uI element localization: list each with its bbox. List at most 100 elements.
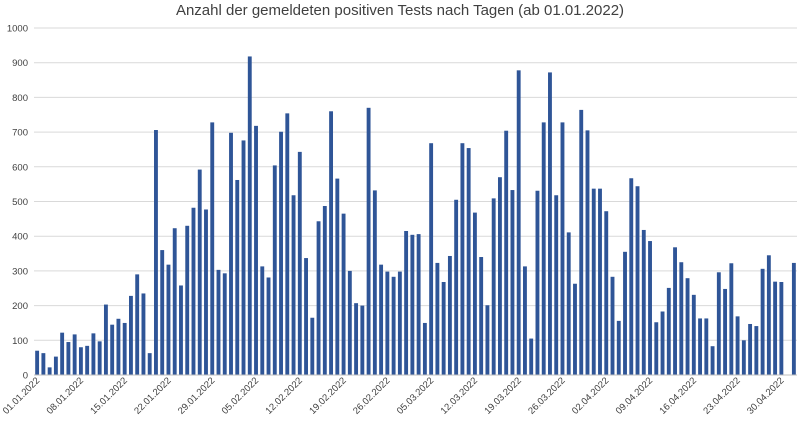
bar: [247, 56, 252, 375]
bar: [185, 225, 190, 375]
bar: [60, 332, 65, 375]
x-tick-label: 15.01.2022: [88, 375, 129, 416]
x-tick-label: 16.04.2022: [658, 375, 699, 416]
y-tick-label: 1000: [7, 24, 28, 35]
bar: [341, 213, 346, 375]
bar: [491, 198, 496, 375]
bar: [297, 151, 302, 375]
x-tick-label: 12.02.2022: [264, 375, 305, 416]
bar: [385, 271, 390, 375]
bar: [116, 318, 121, 375]
x-tick-label: 12.03.2022: [439, 375, 480, 416]
x-tick-label: 23.04.2022: [701, 375, 742, 416]
bar: [91, 333, 96, 375]
bar: [53, 356, 58, 375]
bar: [66, 342, 71, 375]
bar: [291, 195, 296, 375]
bar: [335, 178, 340, 375]
bar: [210, 122, 215, 375]
bar: [766, 255, 771, 375]
y-tick-label: 600: [12, 162, 28, 173]
chart-title: Anzahl der gemeldeten positiven Tests na…: [175, 2, 625, 19]
bar: [566, 232, 571, 375]
bar: [548, 72, 552, 375]
bar: [698, 318, 703, 375]
x-tick-label: 09.04.2022: [614, 375, 655, 416]
bar: [554, 195, 559, 375]
bar: [635, 186, 640, 375]
bar: [604, 211, 609, 375]
bar: [435, 262, 440, 375]
y-tick-label: 300: [12, 266, 28, 277]
bar: [347, 270, 352, 375]
bar: [166, 264, 171, 375]
bar: [610, 276, 615, 375]
bar: [397, 271, 402, 375]
bar: [460, 143, 465, 375]
bar: [729, 263, 734, 375]
bar: [441, 282, 446, 375]
bar: [197, 169, 202, 375]
bar: [754, 326, 759, 375]
bars: [35, 56, 796, 376]
bar: [579, 109, 584, 375]
x-tick-label: 29.01.2022: [176, 375, 217, 416]
x-tick-label: 22.01.2022: [132, 375, 173, 416]
bar: [254, 125, 258, 375]
x-tick-label: 30.04.2022: [745, 375, 786, 416]
bar: [723, 288, 728, 375]
bar: [529, 338, 534, 375]
bar: [191, 207, 196, 375]
x-tick-label: 26.03.2022: [526, 375, 567, 416]
bar: [691, 294, 696, 375]
bar: [416, 234, 421, 375]
bar: [410, 234, 415, 375]
bar: [591, 188, 596, 375]
bar: [179, 285, 183, 375]
y-tick-label: 700: [12, 128, 28, 139]
bar: [241, 140, 246, 375]
y-tick-label: 0: [23, 371, 28, 382]
bar: [97, 341, 102, 375]
bar: [172, 228, 177, 375]
bar: [316, 221, 321, 375]
bar: [85, 345, 90, 375]
bar: [679, 262, 684, 375]
bar: [128, 295, 133, 375]
bar: [510, 190, 515, 375]
bar: [135, 274, 140, 375]
x-tick-label: 02.04.2022: [570, 375, 611, 416]
bar: [541, 122, 546, 375]
bar: [616, 320, 621, 375]
bar: [791, 262, 796, 375]
bar: [654, 322, 659, 375]
bar: [710, 346, 715, 375]
y-tick-label: 400: [12, 232, 28, 243]
bar: [272, 165, 277, 375]
bar: [354, 303, 359, 375]
bar: [304, 258, 308, 375]
bar: [35, 350, 40, 375]
bar: [285, 113, 290, 375]
bar: [204, 209, 208, 375]
y-tick-label: 100: [12, 336, 28, 347]
bar: [472, 212, 477, 375]
bar: [372, 190, 377, 375]
bar: [266, 277, 271, 375]
bar: [216, 269, 221, 375]
bar: [773, 281, 778, 375]
x-tick-label: 01.01.2022: [1, 375, 42, 416]
bar: [466, 148, 471, 375]
bar: [735, 316, 740, 375]
bar: [141, 293, 146, 375]
bar: [103, 304, 108, 375]
bar: [310, 317, 315, 375]
bar: [504, 130, 509, 375]
bar: [160, 250, 165, 375]
bar: [229, 132, 233, 375]
bar: [154, 130, 158, 375]
x-tick-label: 05.03.2022: [395, 375, 436, 416]
bar: [47, 367, 52, 375]
x-tick-label: 19.03.2022: [482, 375, 523, 416]
bar: [454, 199, 459, 375]
